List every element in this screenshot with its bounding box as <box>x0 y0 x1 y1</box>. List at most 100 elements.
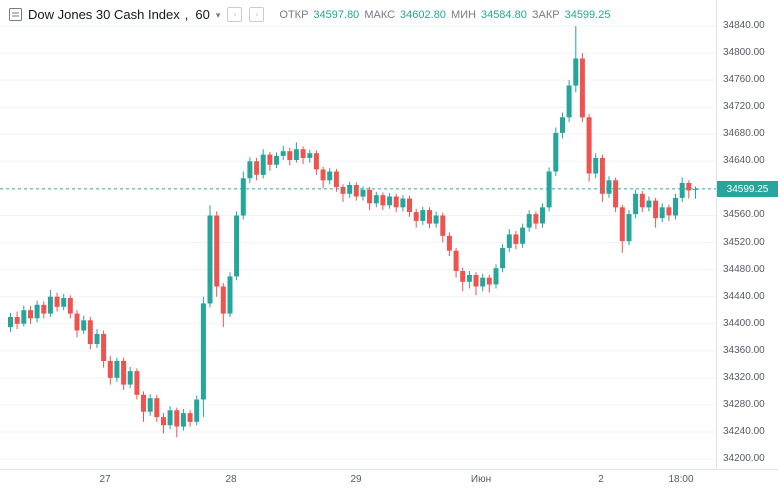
time-axis-label: 18:00 <box>668 474 694 485</box>
close-label: ЗАКР <box>531 8 560 21</box>
candle-body <box>134 371 140 395</box>
candle-body <box>466 275 472 282</box>
menu-square-icon[interactable] <box>8 7 23 22</box>
candle-body <box>47 296 53 314</box>
candle-body <box>460 271 466 282</box>
candle-body <box>121 360 127 385</box>
price-axis-label: 34840.00 <box>723 20 765 31</box>
candle-body <box>287 151 293 160</box>
candle-body <box>579 58 585 118</box>
candle-body <box>639 193 645 208</box>
low-label: МИН <box>450 8 476 21</box>
price-axis-label: 34760.00 <box>723 74 765 85</box>
candle-body <box>586 117 592 174</box>
candle-body <box>619 207 625 242</box>
candle-body <box>267 154 273 165</box>
low-value: 34584.80 <box>480 8 527 21</box>
candle-body <box>646 200 652 208</box>
candle-body <box>666 207 672 216</box>
candle-body <box>420 210 426 221</box>
candle-body <box>247 161 253 179</box>
candle-body <box>333 171 339 188</box>
candle-body <box>87 320 93 344</box>
symbol-title[interactable]: Dow Jones 30 Cash Index <box>28 7 180 22</box>
high-value: 34602.80 <box>400 8 446 21</box>
candle-body <box>387 196 393 206</box>
snapshot-icon[interactable]: ▫ <box>249 7 265 22</box>
candle-body <box>194 399 200 422</box>
interval-label[interactable]: 60 <box>195 7 210 22</box>
time-axis-label: 2 <box>598 474 604 485</box>
candle-body <box>413 212 419 221</box>
candle-body <box>214 215 220 287</box>
candle-body <box>553 132 559 172</box>
chart-settings-icon[interactable]: ▫ <box>227 7 243 22</box>
candle-body <box>21 310 27 324</box>
candle-body <box>606 180 612 194</box>
candle-body <box>480 277 486 287</box>
candle-body <box>260 154 266 175</box>
candle-body <box>380 195 386 206</box>
chart-canvas[interactable] <box>0 0 716 469</box>
candle-body <box>254 161 260 175</box>
candle-body <box>67 298 73 314</box>
candle-body <box>353 185 359 197</box>
candle-body <box>446 235 452 251</box>
candle-body <box>440 215 446 236</box>
candle-body <box>141 394 146 412</box>
candle-body <box>626 214 632 242</box>
candle-body <box>127 371 133 385</box>
candle-body <box>493 268 499 285</box>
time-axis-label: Июн <box>470 474 492 485</box>
time-axis-label: 29 <box>350 474 362 485</box>
candle-body <box>453 250 459 271</box>
candle-body <box>500 247 506 269</box>
price-axis-label: 34520.00 <box>723 237 765 248</box>
ohlc-readout: ОТКР 34597.80 МАКС 34602.80 МИН 34584.80… <box>279 9 610 21</box>
candle-body <box>433 215 439 224</box>
price-axis-label: 34680.00 <box>723 128 765 139</box>
candle-body <box>540 207 545 224</box>
candle-body <box>633 193 639 215</box>
candle-body <box>506 234 512 248</box>
candle-body <box>327 171 333 181</box>
chevron-down-icon[interactable]: ▾ <box>215 10 221 20</box>
open-value: 34597.80 <box>313 8 360 21</box>
candle-body <box>473 275 479 287</box>
candle-body <box>161 417 166 426</box>
candle-body <box>74 313 80 331</box>
candle-body <box>367 189 373 204</box>
time-axis[interactable]: 27 28 29 Июн 2 18:00 <box>0 469 778 489</box>
candle-body <box>54 296 60 307</box>
price-axis-label: 34640.00 <box>723 155 765 166</box>
candle-body <box>566 85 572 118</box>
open-label: ОТКР <box>279 8 309 21</box>
candle-body <box>513 234 519 244</box>
time-axis-label: 28 <box>225 474 237 485</box>
candle-body <box>220 286 226 314</box>
candle-body <box>573 58 579 86</box>
price-axis-label: 34440.00 <box>723 291 765 302</box>
price-axis-label: 34360.00 <box>723 345 765 356</box>
candle-body <box>486 277 492 285</box>
candle-body <box>147 398 153 412</box>
candle-body <box>240 178 246 216</box>
candle-body <box>407 198 412 212</box>
candle-body <box>8 317 13 328</box>
candle-body <box>686 183 692 191</box>
candle-body <box>360 189 366 197</box>
candle-body <box>28 310 33 319</box>
candle-body <box>659 207 665 219</box>
candle-body <box>599 157 605 194</box>
candle-body <box>427 210 432 224</box>
candle-body <box>533 214 539 224</box>
price-axis[interactable]: 34599.25 34840.00 34800.00 34760.00 34720.0… <box>716 0 778 469</box>
price-axis-label: 34280.00 <box>723 399 765 410</box>
candle-body <box>526 214 532 228</box>
candle-body <box>174 410 180 427</box>
candle-body <box>546 171 552 208</box>
last-price-badge: 34599.25 <box>717 181 778 197</box>
price-axis-label: 34320.00 <box>723 372 765 383</box>
candle-body <box>101 333 107 361</box>
